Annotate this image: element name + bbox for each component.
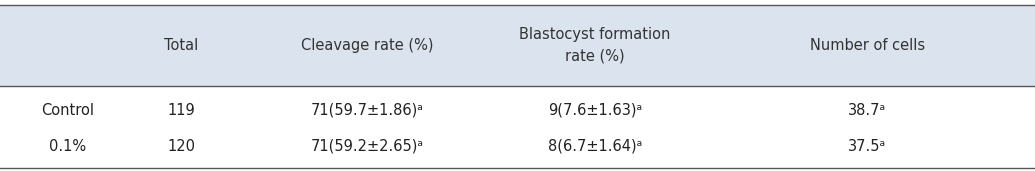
Text: 9(7.6±1.63)ᵃ: 9(7.6±1.63)ᵃ [549, 103, 642, 118]
Text: 71(59.7±1.86)ᵃ: 71(59.7±1.86)ᵃ [310, 103, 424, 118]
Text: 37.5ᵃ: 37.5ᵃ [849, 139, 886, 154]
Text: Cleavage rate (%): Cleavage rate (%) [301, 38, 434, 53]
FancyBboxPatch shape [0, 5, 1035, 85]
Text: Blastocyst formation
rate (%): Blastocyst formation rate (%) [520, 27, 671, 63]
Text: Total: Total [164, 38, 199, 53]
Text: 38.7ᵃ: 38.7ᵃ [849, 103, 886, 118]
Text: Control: Control [40, 103, 94, 118]
Text: 71(59.2±2.65)ᵃ: 71(59.2±2.65)ᵃ [310, 139, 424, 154]
Text: 120: 120 [167, 139, 196, 154]
Text: Number of cells: Number of cells [809, 38, 925, 53]
Text: 8(6.7±1.64)ᵃ: 8(6.7±1.64)ᵃ [548, 139, 643, 154]
Text: 0.1%: 0.1% [49, 139, 86, 154]
Text: 119: 119 [168, 103, 195, 118]
